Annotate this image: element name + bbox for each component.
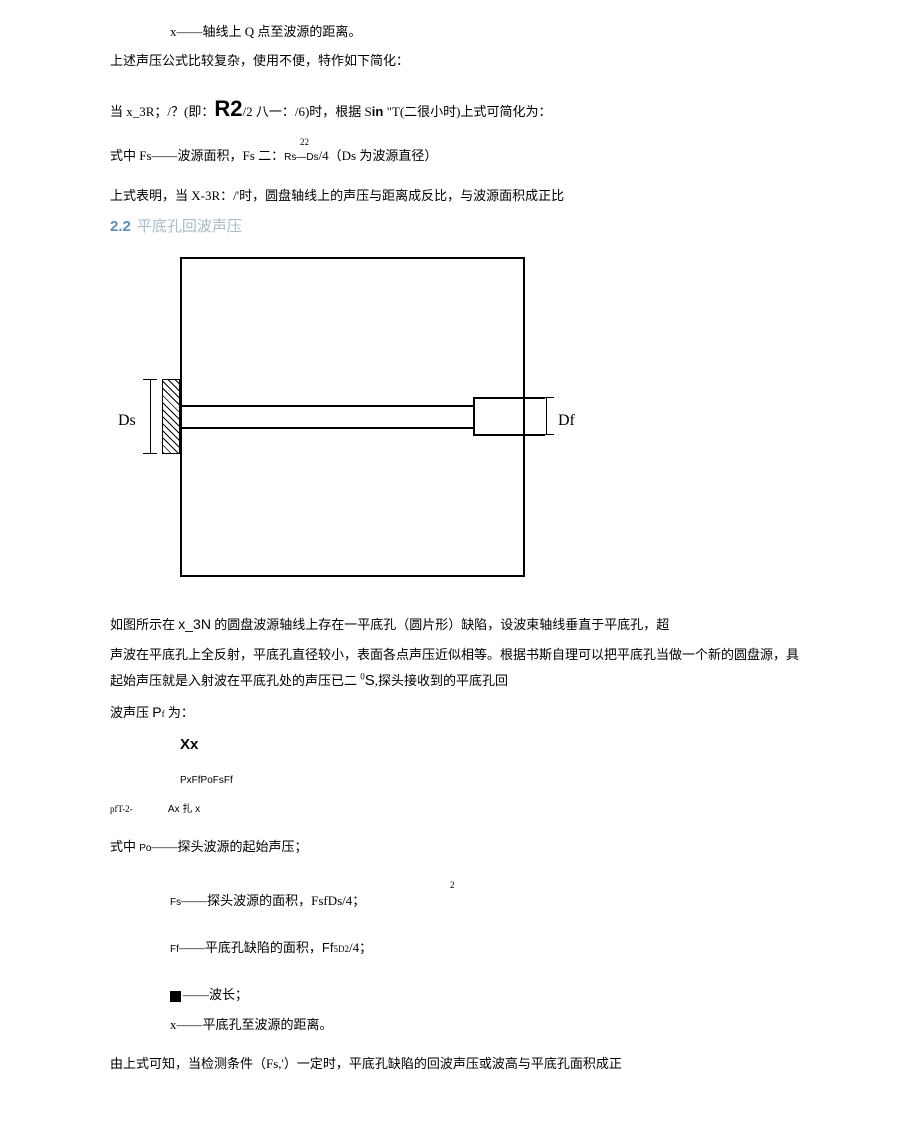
hole-top xyxy=(473,397,545,399)
text-line-10: 2 Fs——探头波源的面积，FsfDs/4； xyxy=(170,889,810,912)
text-line-13: x——平底孔至波源的距离。 xyxy=(170,1013,810,1036)
formula-2: PxFfPoFsFf xyxy=(180,772,810,790)
d-top xyxy=(180,257,525,259)
l12-text: ——波长； xyxy=(183,987,248,1002)
l3-post: /2 八一：/6)时，根据 S xyxy=(243,104,372,119)
text-line-9: 式中 Po——探头波源的起始声压； xyxy=(110,835,810,858)
text-line-3: 当 x_3R；/？(即：R2/2 八一：/6)时，根据 Sin "T(二很小时)… xyxy=(110,89,810,129)
ds-vert xyxy=(150,379,151,454)
hatch xyxy=(163,380,179,453)
l8-post: 为： xyxy=(165,705,194,720)
d-bottom xyxy=(180,575,525,577)
df-vert xyxy=(546,397,547,435)
text-line-1: x——轴线上 Q 点至波源的距离。 xyxy=(170,20,810,43)
l11-mid: ——平底孔缺陷的面积， xyxy=(179,940,322,955)
l6-post: 的圆盘波源轴线上存在一平底孔（圆片形）缺陷，设波束轴线垂直于平底孔，超 xyxy=(211,617,669,632)
hole-bot xyxy=(473,434,545,436)
l4-post: /4（Ds 为波源直径） xyxy=(319,148,438,163)
text-line-5: 上式表明，当 X-3R：/'时，圆盘轴线上的声压与距离成反比，与波源面积成正比 xyxy=(110,184,810,207)
df-label: Df xyxy=(558,407,575,436)
l11-ff: Ff xyxy=(322,940,334,955)
d-left xyxy=(180,257,182,576)
l10-sup: 2 xyxy=(450,877,455,893)
l3-end: "T(二很小时)上式可简化为： xyxy=(383,104,551,119)
formula-3: pfT-2- Ax 扎 x xyxy=(110,796,810,819)
l8-P: P xyxy=(152,704,161,720)
l10-post: ——探头波源的面积，FsfDs/4； xyxy=(181,893,365,908)
bullet-icon xyxy=(170,991,181,1002)
d-right xyxy=(523,257,525,576)
text-line-11: Ff——平底孔缺陷的面积，Ff5D2/4； xyxy=(170,936,810,959)
l7-S: S xyxy=(365,672,375,689)
l10-pre: Fs xyxy=(170,897,181,908)
l8-pre: 波声压 xyxy=(110,705,152,720)
l4-mid: Rs—Ds xyxy=(284,152,318,163)
text-line-14: 由上式可知，当检测条件（Fs,'）一定时，平底孔缺陷的回波声压或波高与平底孔面积… xyxy=(110,1052,810,1075)
text-line-4: 22 式中 Fs——波源面积，Fs 二：Rs—Ds/4（Ds 为波源直径） xyxy=(110,144,810,167)
l3-pre: 当 x_3R；/？(即： xyxy=(110,104,214,119)
text-line-8: 波声压 Pf 为： xyxy=(110,700,810,725)
l4-pre: 式中 Fs——波源面积，Fs 二： xyxy=(110,148,284,163)
l3-in: in xyxy=(372,104,384,119)
beam-top xyxy=(180,405,475,407)
l11-sub: 5D2 xyxy=(333,944,349,954)
l9-po: Po xyxy=(139,843,151,854)
text-line-12: ——波长； xyxy=(170,983,810,1006)
l9-pre: 式中 xyxy=(110,839,139,854)
formula-1: Xx xyxy=(180,731,810,758)
hole-left xyxy=(473,397,475,435)
text-line-6: 如图所示在 x_3N 的圆盘波源轴线上存在一平底孔（圆片形）缺陷，设波束轴线垂直… xyxy=(110,612,810,637)
l4-sup: 22 xyxy=(300,134,309,150)
l3-big: R2 xyxy=(214,96,242,121)
l11-post: /4； xyxy=(349,940,372,955)
l6-x: x_3N xyxy=(178,616,211,632)
l9-post: ——探头波源的起始声压； xyxy=(152,839,308,854)
section-number: 2.2 xyxy=(110,218,131,235)
text-line-7: 声波在平底孔上全反射，平底孔直径较小，表面各点声压近似相等。根据书斯自理可以把平… xyxy=(110,643,810,693)
transducer xyxy=(162,379,180,454)
l7-end: ,探头接收到的平底孔回 xyxy=(375,673,508,688)
ds-label: Ds xyxy=(118,407,136,436)
f3-right: Ax 扎 x xyxy=(168,804,200,815)
text-line-2: 上述声压公式比较复杂，使用不便，特作如下简化： xyxy=(110,49,810,72)
l11-pre: Ff xyxy=(170,944,179,955)
diagram: Ds Df xyxy=(110,247,580,592)
section-heading: 2.2 平底孔回波声压 xyxy=(110,213,810,241)
beam-bot xyxy=(180,427,475,429)
f3-left: pfT-2- xyxy=(110,804,133,814)
l6-pre: 如图所示在 xyxy=(110,617,178,632)
section-title: 平底孔回波声压 xyxy=(137,219,242,235)
